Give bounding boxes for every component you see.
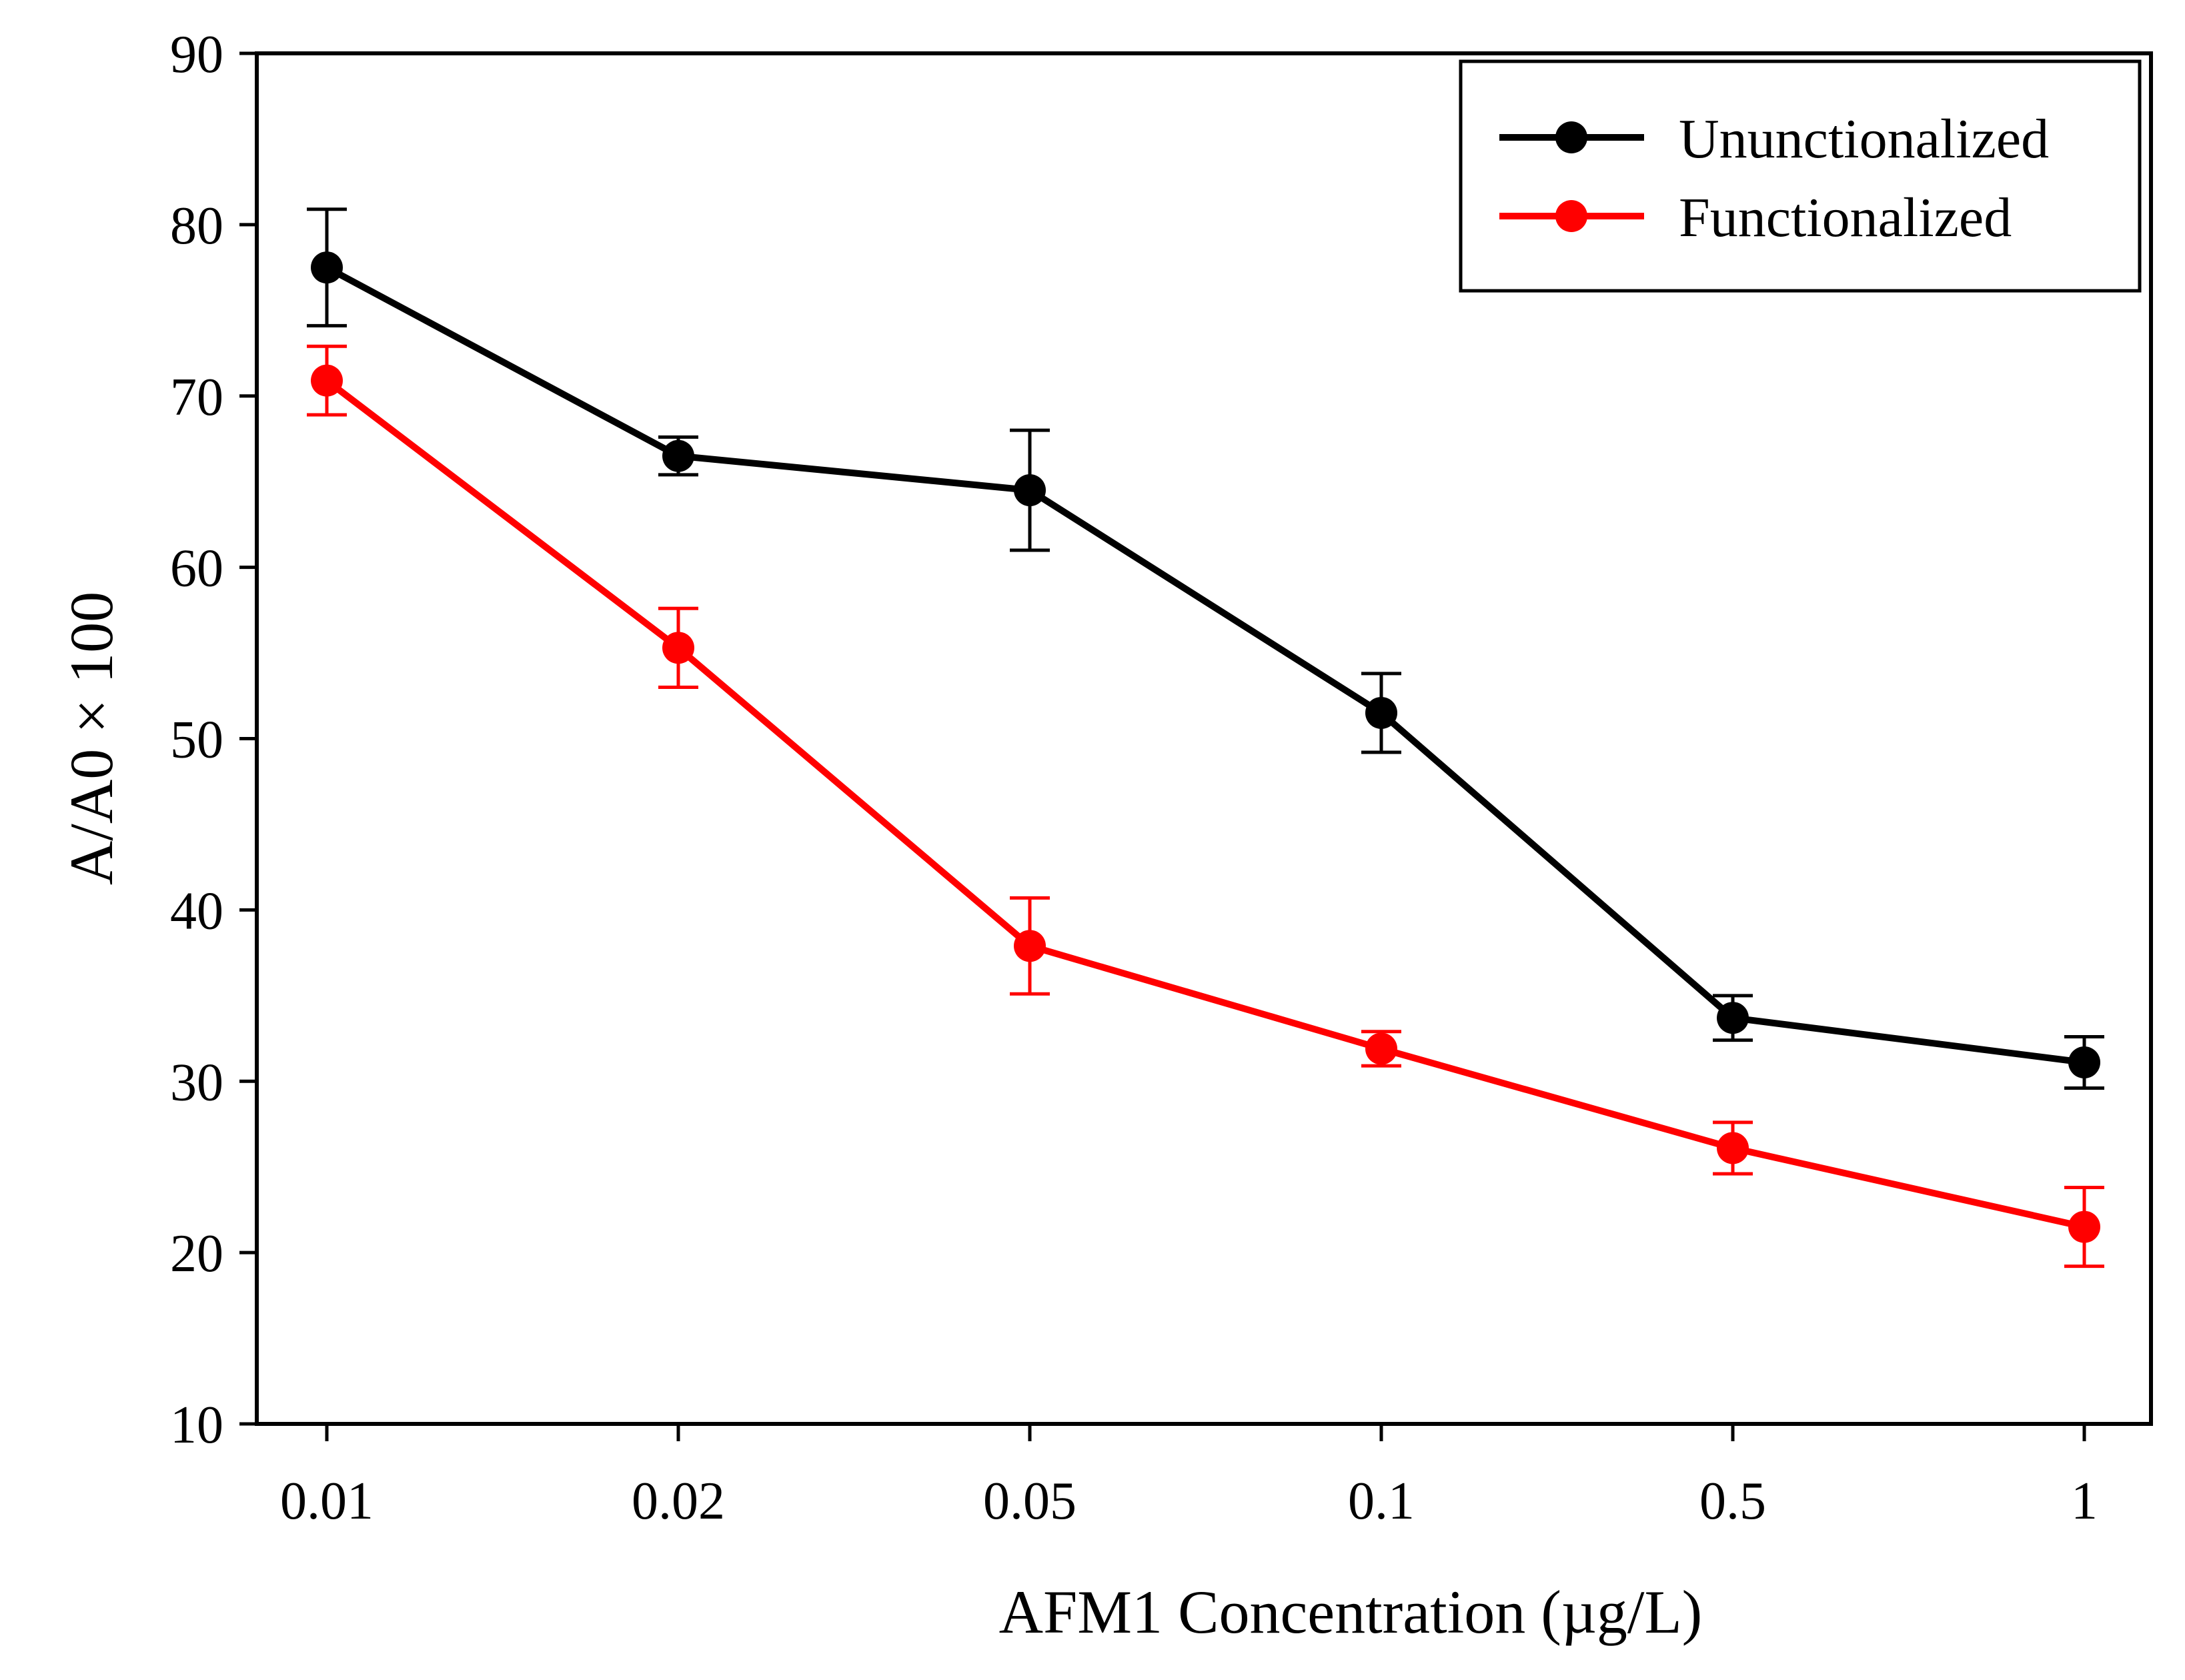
legend-label-ununctionalized: Ununctionalized	[1679, 108, 2049, 170]
x-tick-label: 1	[2071, 1472, 2098, 1531]
data-point	[2068, 1046, 2100, 1078]
y-tick-label: 50	[170, 711, 223, 770]
y-tick-label: 20	[170, 1224, 223, 1283]
series-line-functionalized	[324, 377, 2086, 1230]
legend: Ununctionalized Functionalized	[1459, 59, 2142, 293]
x-tick-label: 0.5	[1699, 1472, 1766, 1531]
x-tick-label: 0.02	[632, 1472, 725, 1531]
y-axis: 10 20 30 40 50 60 70 80 90	[170, 25, 257, 1455]
data-point	[1014, 930, 1046, 962]
y-tick-label: 40	[170, 882, 223, 940]
data-point	[662, 632, 694, 664]
y-tick-label: 30	[170, 1053, 223, 1112]
x-axis-title: AFM1 Concentration (µg/L)	[999, 1578, 1703, 1646]
series-ununctionalized	[307, 207, 2104, 1090]
data-point	[1717, 1002, 1749, 1034]
legend-box	[1459, 59, 2142, 293]
legend-label-functionalized: Functionalized	[1679, 187, 2012, 249]
data-point	[1365, 696, 1397, 729]
data-point	[1717, 1132, 1749, 1164]
legend-marker-functionalized	[1555, 200, 1587, 232]
x-tick-label: 0.05	[983, 1472, 1076, 1531]
x-axis: 0.01 0.02 0.05 0.1 0.5 1	[280, 1424, 2098, 1531]
y-tick-label: 70	[170, 368, 223, 427]
series-layer	[307, 207, 2104, 1269]
data-point	[2068, 1210, 2100, 1243]
y-tick-label: 60	[170, 540, 223, 598]
data-point	[662, 440, 694, 472]
x-tick-label: 0.01	[280, 1472, 374, 1531]
y-tick-label: 80	[170, 197, 223, 255]
data-point	[1365, 1032, 1397, 1065]
legend-marker-ununctionalized	[1555, 121, 1587, 153]
series-functionalized	[307, 344, 2104, 1269]
y-tick-label: 90	[170, 25, 223, 84]
data-point	[311, 251, 343, 284]
data-point	[1014, 474, 1046, 507]
data-point	[311, 364, 343, 397]
x-tick-label: 0.1	[1348, 1472, 1415, 1531]
y-axis-title: A/A0 × 100	[57, 592, 125, 885]
series-line-ununctionalized	[325, 264, 2085, 1066]
y-tick-label: 10	[170, 1396, 223, 1455]
